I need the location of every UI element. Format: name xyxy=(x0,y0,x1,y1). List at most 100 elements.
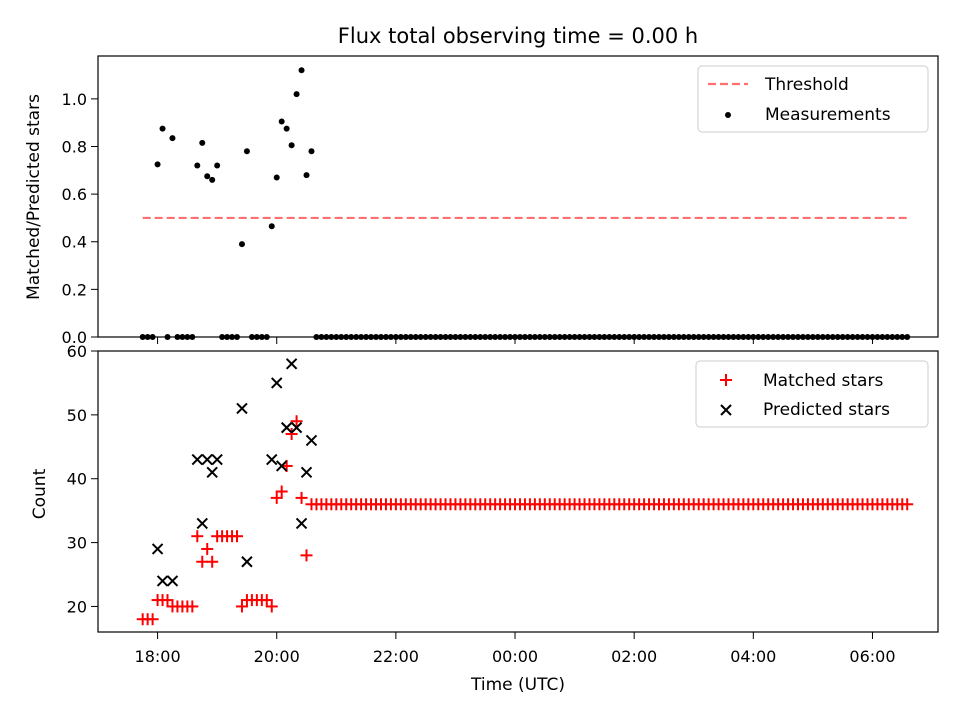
measurement-point xyxy=(154,161,161,168)
predicted-star-marker xyxy=(280,421,293,434)
measurement-point xyxy=(288,142,295,149)
measurement-point xyxy=(204,173,211,180)
predicted-star-marker xyxy=(191,453,203,466)
matched-star-marker xyxy=(235,600,248,613)
predicted-star-marker-b xyxy=(300,466,313,479)
bottom-axes-frame xyxy=(97,350,939,633)
predicted-star-marker xyxy=(300,466,313,479)
predicted-star-marker xyxy=(295,517,308,530)
bottom-y-tick-label: 50 xyxy=(67,406,87,425)
bottom-x-tick-label: 06:00 xyxy=(849,647,895,666)
measurement-point xyxy=(278,118,285,125)
top-legend-box xyxy=(697,65,929,133)
predicted-star-marker-b xyxy=(196,517,208,530)
measurement-point xyxy=(283,125,290,132)
top-y-tick-label: 0.0 xyxy=(62,328,87,347)
predicted-star-marker xyxy=(275,460,288,472)
measurement-point xyxy=(243,148,250,155)
top-axes-frame xyxy=(97,55,939,338)
measurement-point xyxy=(199,139,206,146)
predicted-star-marker xyxy=(266,453,278,466)
predicted-star-marker-b xyxy=(206,466,218,479)
predicted-star-marker xyxy=(271,377,283,389)
measurement-point xyxy=(159,125,166,132)
legend-predicted-label: Predicted stars xyxy=(763,400,890,420)
predicted-star-marker xyxy=(285,358,298,370)
measurement-point xyxy=(303,172,310,179)
matched-star-marker xyxy=(161,594,174,607)
bottom-x-tick-label: 20:00 xyxy=(254,647,300,666)
legend-predicted-swatch xyxy=(720,404,732,416)
matched-star-marker xyxy=(146,613,159,626)
predicted-star-marker xyxy=(151,543,164,555)
matched-star-marker xyxy=(285,428,298,441)
predicted-star-marker-b xyxy=(241,556,253,568)
bottom-x-tick-label: 18:00 xyxy=(135,647,181,666)
predicted-star-marker xyxy=(201,453,213,466)
chart-title: Flux total observing time = 0.00 h xyxy=(338,24,698,48)
matched-star-marker xyxy=(295,491,308,504)
predicted-star-marker xyxy=(166,575,179,587)
top-y-ticks: 0.0 0.2 0.4 0.6 0.8 1.0 xyxy=(62,90,98,347)
bottom-y-tick-label: 40 xyxy=(67,470,87,489)
legend-measurements-swatch xyxy=(725,112,731,118)
x-axis-label: Time (UTC) xyxy=(470,675,565,695)
top-legend: Threshold Measurements xyxy=(697,65,929,133)
bottom-y-ticks: 20 30 40 50 60 xyxy=(67,342,98,616)
measurement-point xyxy=(194,162,201,169)
predicted-star-marker xyxy=(211,453,223,466)
predicted-star-marker-b xyxy=(280,421,293,434)
matched-star-marker xyxy=(260,594,273,607)
predicted-star-marker-b xyxy=(266,453,278,466)
measurement-point xyxy=(169,135,176,142)
predicted-star-marker-b xyxy=(156,575,169,587)
bottom-x-ticks: 18:00 20:00 22:00 00:00 02:00 04:00 06:00 xyxy=(135,632,896,666)
measurement-point xyxy=(273,174,280,181)
predicted-star-marker-b xyxy=(290,421,303,434)
predicted-star-marker-b xyxy=(166,575,179,587)
predicted-star-marker xyxy=(236,402,248,415)
bottom-y-tick-label: 30 xyxy=(67,534,87,553)
bottom-y-tick-label: 60 xyxy=(67,342,87,361)
predicted-star-marker-b xyxy=(295,517,308,530)
matched-star-marker xyxy=(270,491,283,504)
measurement-point xyxy=(298,67,305,74)
legend-matched-swatch xyxy=(720,374,732,386)
predicted-star-marker xyxy=(196,517,208,530)
top-panel: 0.0 0.2 0.4 0.6 0.8 1.0 Matched/Predicted sta… xyxy=(24,55,939,347)
top-y-tick-label: 0.6 xyxy=(62,185,87,204)
bottom-y-tick-label: 20 xyxy=(67,597,87,616)
matched-star-marker xyxy=(265,600,278,613)
bottom-x-tick-label: 22:00 xyxy=(373,647,419,666)
matched-star-marker xyxy=(231,530,244,543)
legend-threshold-label: Threshold xyxy=(764,75,849,95)
measurement-point xyxy=(308,148,315,155)
top-y-axis-label: Matched/Predicted stars xyxy=(24,94,44,300)
matched-star-marker xyxy=(901,498,914,511)
predicted-star-marker-b xyxy=(201,453,213,466)
bottom-legend: Matched stars Predicted stars xyxy=(695,360,929,428)
measurement-point xyxy=(209,176,216,183)
top-plot-area xyxy=(139,67,911,340)
bottom-x-tick-label: 00:00 xyxy=(492,647,538,666)
predicted-star-marker-b xyxy=(211,453,223,466)
bottom-x-tick-label: 04:00 xyxy=(730,647,776,666)
predicted-star-marker xyxy=(206,466,218,479)
top-y-tick-label: 1.0 xyxy=(62,90,87,109)
legend-measurements-label: Measurements xyxy=(765,105,891,125)
predicted-star-marker xyxy=(290,421,303,434)
predicted-star-marker-b xyxy=(305,434,318,447)
top-y-tick-label: 0.8 xyxy=(62,137,87,156)
matched-star-marker xyxy=(290,415,303,428)
predicted-star-marker xyxy=(156,575,169,587)
bottom-plot-area xyxy=(136,358,914,626)
bottom-legend-box xyxy=(695,360,929,428)
predicted-star-marker-b xyxy=(191,453,203,466)
predicted-star-marker-b xyxy=(236,402,248,415)
matched-star-marker xyxy=(201,542,214,555)
predicted-star-marker-b xyxy=(151,543,164,555)
predicted-star-marker-b xyxy=(271,377,283,389)
matched-star-marker xyxy=(206,555,219,568)
measurement-point xyxy=(214,162,221,169)
